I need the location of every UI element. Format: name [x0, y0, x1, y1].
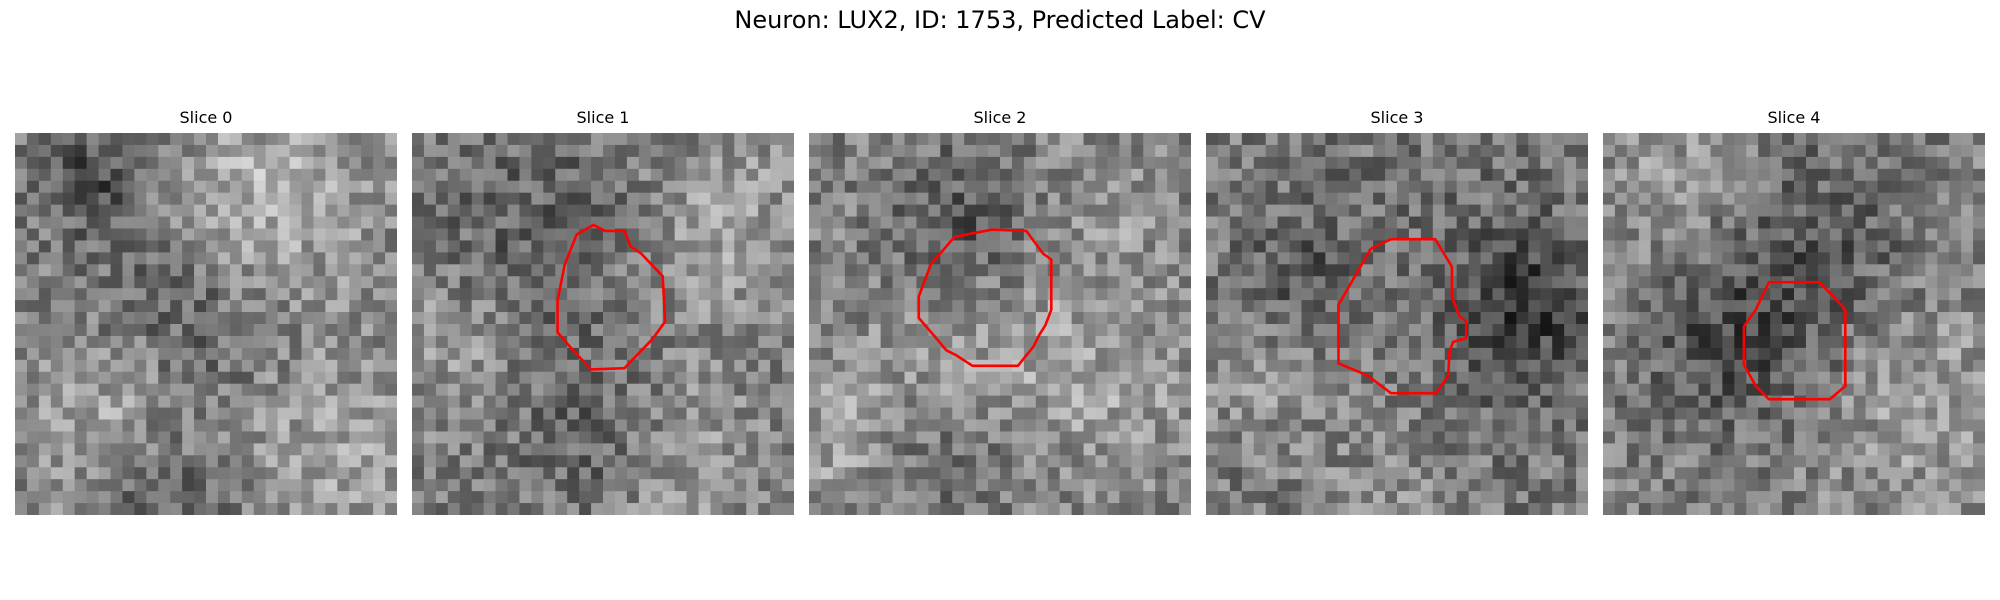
slice-title-2: Slice 2 — [973, 108, 1027, 127]
roi-contour — [1742, 280, 1847, 401]
slice-panel-4: Slice 4 — [1603, 108, 1985, 515]
slice-image-0 — [15, 133, 397, 515]
slice-image-2 — [809, 133, 1191, 515]
slice-pixel-grid — [412, 133, 794, 515]
slice-pixel-grid — [1603, 133, 1985, 515]
slice-panel-0: Slice 0 — [15, 108, 397, 515]
slice-title-1: Slice 1 — [576, 108, 630, 127]
roi-contour — [1337, 237, 1468, 395]
slice-image-1 — [412, 133, 794, 515]
figure-title: Neuron: LUX2, ID: 1753, Predicted Label:… — [734, 6, 1266, 34]
slice-panel-2: Slice 2 — [809, 108, 1191, 515]
slice-image-3 — [1206, 133, 1588, 515]
slice-pixel-grid — [15, 133, 397, 515]
slice-panel-1: Slice 1 — [412, 108, 794, 515]
slice-pixel-grid — [809, 133, 1191, 515]
slice-title-4: Slice 4 — [1767, 108, 1821, 127]
roi-contour — [917, 228, 1053, 368]
slice-image-4 — [1603, 133, 1985, 515]
slice-title-0: Slice 0 — [179, 108, 233, 127]
slice-panel-3: Slice 3 — [1206, 108, 1588, 515]
roi-contour — [556, 223, 667, 371]
slice-title-3: Slice 3 — [1370, 108, 1424, 127]
slice-pixel-grid — [1206, 133, 1588, 515]
